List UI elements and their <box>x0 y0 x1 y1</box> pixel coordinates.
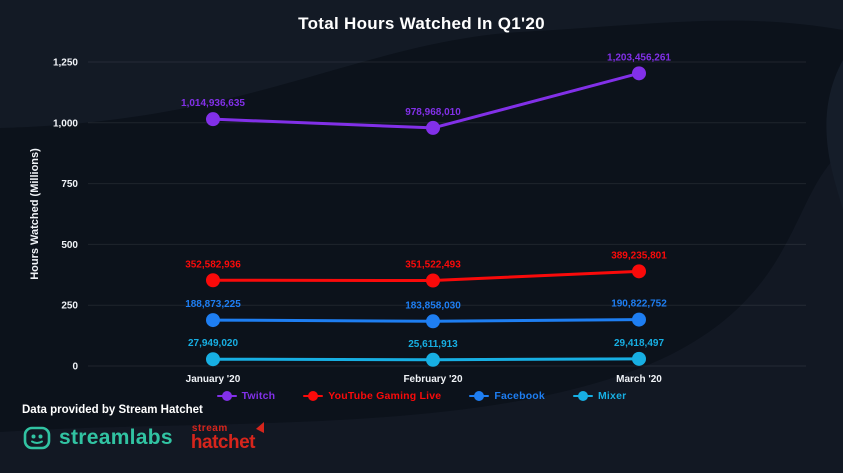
stream-hatchet-wordmark-bottom: hatchet <box>190 432 256 453</box>
data-point-label: 190,822,752 <box>611 299 667 310</box>
data-point <box>206 112 220 127</box>
data-point-label: 389,235,801 <box>611 250 667 261</box>
data-point <box>426 273 440 288</box>
hatchet-axe-icon <box>255 422 264 433</box>
data-point <box>426 120 440 135</box>
y-tick-label: 0 <box>72 362 78 373</box>
data-point-label: 25,611,913 <box>408 339 458 350</box>
data-point <box>632 312 646 327</box>
legend-label: Twitch <box>241 390 276 402</box>
streamlabs-logo: streamlabs <box>22 423 173 453</box>
data-point-label: 1,203,456,261 <box>607 52 671 63</box>
chart-title: Total Hours Watched In Q1'20 <box>298 14 545 33</box>
data-point <box>206 273 220 288</box>
y-tick-label: 1,000 <box>53 118 78 129</box>
y-tick-label: 750 <box>61 179 78 190</box>
series-line <box>211 269 641 283</box>
data-point-label: 188,873,225 <box>185 299 241 310</box>
x-tick-label: February '20 <box>403 374 463 385</box>
logo-row: streamlabs stream hatchet <box>22 422 265 453</box>
line-chart: 0 250 500 750 1,000 1,250 Hours Watched (Milli… <box>29 52 806 385</box>
stream-hatchet-wordmark-top: stream <box>191 423 228 434</box>
data-point-label: 978,968,010 <box>405 107 461 118</box>
legend-marker-icon <box>216 391 237 401</box>
streamlabs-robot-icon <box>23 426 51 450</box>
data-point <box>632 351 646 366</box>
series-line <box>211 357 641 362</box>
data-point <box>426 314 440 329</box>
legend-label: YouTube Gaming Live <box>328 390 442 402</box>
data-point <box>206 352 220 367</box>
data-point-label: 352,582,936 <box>185 259 241 270</box>
legend-item-youtube-gaming-live[interactable]: YouTube Gaming Live <box>303 390 441 402</box>
data-point <box>426 352 440 367</box>
legend-label: Mixer <box>597 390 627 402</box>
data-point-label: 351,522,493 <box>405 260 461 271</box>
data-point <box>206 313 220 328</box>
legend-marker-icon <box>303 391 324 401</box>
streamlabs-wordmark: streamlabs <box>59 426 173 449</box>
data-point <box>632 264 646 279</box>
x-tick-label: January '20 <box>186 374 241 385</box>
series-line <box>211 71 641 130</box>
y-axis-title: Hours Watched (Millions) <box>29 148 41 280</box>
series-line <box>211 318 641 323</box>
x-tick-label: March '20 <box>616 374 662 385</box>
legend-item-mixer[interactable]: Mixer <box>572 390 627 402</box>
y-tick-label: 250 <box>61 301 78 312</box>
stream-hatchet-logo: stream hatchet <box>190 422 265 453</box>
data-point-label: 29,418,497 <box>614 338 664 349</box>
data-point <box>632 66 646 81</box>
legend-item-facebook[interactable]: Facebook <box>469 390 545 402</box>
chart-legend: Twitch YouTube Gaming Live Facebook Mixer <box>0 390 843 402</box>
footer: Data provided by Stream Hatchet streamla… <box>22 404 265 453</box>
data-point-label: 183,858,030 <box>405 300 461 311</box>
data-point-label: 1,014,936,635 <box>181 98 245 109</box>
legend-marker-icon <box>572 391 593 401</box>
y-tick-label: 500 <box>61 240 78 251</box>
y-tick-label: 1,250 <box>53 58 78 69</box>
legend-marker-icon <box>469 391 490 401</box>
data-point-label: 27,949,020 <box>188 338 238 349</box>
legend-label: Facebook <box>494 390 545 402</box>
attribution-text: Data provided by Stream Hatchet <box>22 404 203 416</box>
legend-item-twitch[interactable]: Twitch <box>216 390 276 402</box>
